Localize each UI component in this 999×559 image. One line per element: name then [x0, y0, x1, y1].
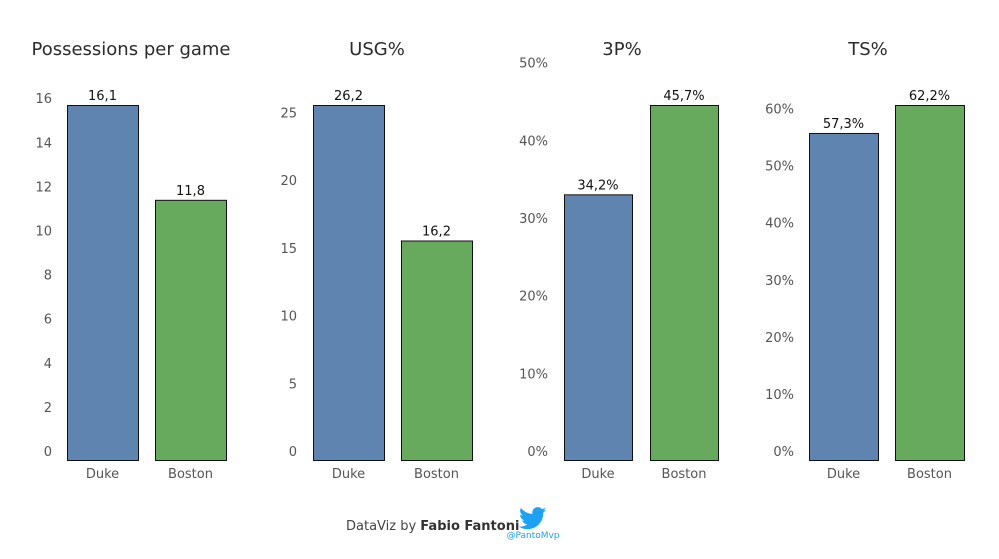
y-tick-label: 40%: [519, 134, 548, 149]
y-tick-label: 50%: [519, 57, 548, 72]
x-tick-label: Boston: [662, 467, 707, 482]
bar-duke: [564, 194, 633, 461]
chart-title: 3P%: [602, 39, 641, 60]
x-tick-label: Duke: [86, 467, 119, 482]
y-tick-label: 14: [35, 136, 52, 151]
y-tick-label: 0: [289, 445, 297, 460]
y-tick-label: 10: [35, 225, 52, 240]
y-tick-label: 16: [35, 92, 52, 107]
y-tick-label: 8: [44, 269, 52, 284]
y-tick-label: 50%: [765, 160, 794, 175]
chart-title: TS%: [847, 39, 888, 60]
credit-prefix: DataViz by: [346, 519, 421, 534]
data-label: 26,2: [334, 89, 363, 104]
bar-boston: [401, 240, 473, 461]
bar-boston: [155, 199, 227, 461]
bar-duke: [67, 105, 139, 461]
y-tick-label: 2: [44, 401, 52, 416]
y-tick-label: 20: [280, 174, 297, 189]
data-label: 57,3%: [823, 117, 864, 132]
data-label: 34,2%: [577, 178, 618, 193]
y-tick-label: 4: [44, 357, 52, 372]
x-tick-label: Duke: [332, 467, 365, 482]
y-tick-label: 12: [35, 180, 52, 195]
y-tick-label: 10%: [519, 367, 548, 382]
twitter-badge[interactable]: @PantoMvp: [505, 507, 561, 541]
y-tick-label: 20%: [519, 290, 548, 305]
bar-boston: [895, 105, 965, 461]
y-tick-label: 30%: [519, 212, 548, 227]
data-label: 16,2: [422, 224, 451, 239]
y-tick-label: 5: [289, 377, 297, 392]
twitter-bird-icon: [519, 507, 547, 530]
twitter-handle[interactable]: @PantoMvp: [506, 531, 560, 541]
y-tick-label: 0: [44, 445, 52, 460]
x-tick-label: Boston: [168, 467, 213, 482]
bar-boston: [650, 105, 719, 461]
y-tick-label: 10%: [765, 388, 794, 403]
y-tick-label: 60%: [765, 103, 794, 118]
data-label: 62,2%: [909, 89, 950, 104]
data-label: 11,8: [176, 184, 205, 199]
credit-line: DataViz by Fabio Fantoni: [346, 519, 519, 534]
chart-title: USG%: [349, 39, 405, 60]
y-tick-label: 40%: [765, 217, 794, 232]
bar-duke: [809, 132, 879, 461]
data-label: 16,1: [88, 89, 117, 104]
y-tick-label: 25: [280, 106, 297, 121]
y-tick-label: 20%: [765, 331, 794, 346]
x-tick-label: Boston: [414, 467, 459, 482]
x-tick-label: Boston: [907, 467, 952, 482]
y-tick-label: 0%: [773, 445, 794, 460]
x-tick-label: Duke: [581, 467, 614, 482]
y-tick-label: 6: [44, 313, 52, 328]
bar-duke: [313, 105, 385, 461]
data-label: 45,7%: [663, 89, 704, 104]
chart-title: Possessions per game: [31, 39, 230, 60]
y-tick-label: 15: [280, 242, 297, 257]
y-tick-label: 10: [280, 310, 297, 325]
x-tick-label: Duke: [827, 467, 860, 482]
credit-author: Fabio Fantoni: [420, 519, 520, 534]
y-tick-label: 30%: [765, 274, 794, 289]
y-tick-label: 0%: [527, 445, 548, 460]
